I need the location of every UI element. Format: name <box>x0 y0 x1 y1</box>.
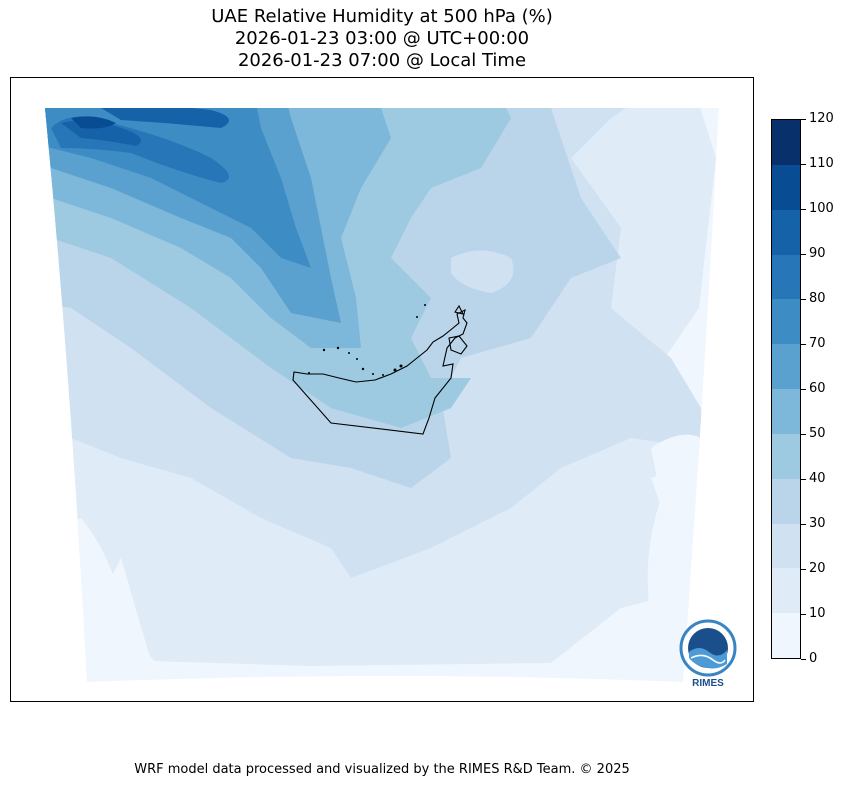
map-title: UAE Relative Humidity at 500 hPa (%) 202… <box>10 6 754 72</box>
colorbar-tick-label: 110 <box>809 156 834 171</box>
colorbar-tick-label: 90 <box>809 246 826 261</box>
colorbar-tick <box>801 298 806 300</box>
colorbar-tick <box>801 478 806 480</box>
colorbar-tick-label: 120 <box>809 111 834 126</box>
colorbar-segment <box>772 478 800 524</box>
colorbar-tick-label: 30 <box>809 516 826 531</box>
oman-exclave-boundary <box>448 304 468 355</box>
title-line-2: 2026-01-23 03:00 @ UTC+00:00 <box>234 28 530 49</box>
rimes-logo: RIMES <box>677 618 739 689</box>
colorbar-tick-label: 0 <box>809 651 818 666</box>
rh-band-100-110 <box>71 116 116 129</box>
colorbar-segment <box>772 299 800 345</box>
colorbar-tick-label: 70 <box>809 336 826 351</box>
colorbar-tick-label: 60 <box>809 381 826 396</box>
colorbar-segment <box>772 613 800 658</box>
colorbar-tick <box>801 118 806 120</box>
rh-band-90-100 <box>61 108 229 146</box>
colorbar-segment <box>772 389 800 434</box>
colorbar-segment <box>772 433 800 479</box>
colorbar-tick <box>801 388 806 390</box>
colorbar-tick-label: 50 <box>809 426 826 441</box>
colorbar-segment <box>772 254 800 300</box>
colorbar-segment <box>772 209 800 255</box>
colorbar-tick <box>801 613 806 615</box>
colorbar-tick <box>801 568 806 570</box>
humidity-map <box>45 108 719 682</box>
colorbar-tick-label: 100 <box>809 201 834 216</box>
colorbar-tick <box>801 163 806 165</box>
colorbar-tick <box>801 208 806 210</box>
rh-patch-north-east <box>451 250 514 293</box>
colorbar-tick-label: 80 <box>809 291 826 306</box>
rimes-logo-text: RIMES <box>692 678 724 688</box>
colorbar-tick <box>801 253 806 255</box>
colorbar-tick <box>801 343 806 345</box>
colorbar-segment <box>772 120 800 165</box>
colorbar-segment <box>772 164 800 210</box>
colorbar-segment <box>772 523 800 569</box>
uae-boundary <box>292 308 468 435</box>
colorbar-tick-label: 20 <box>809 561 826 576</box>
colorbar-tick-label: 10 <box>809 606 826 621</box>
colorbar-segment <box>772 344 800 389</box>
footer-credit: WRF model data processed and visualized … <box>134 762 630 777</box>
colorbar-tick <box>801 433 806 435</box>
title-line-1: UAE Relative Humidity at 500 hPa (%) <box>211 6 553 27</box>
coastal-islands <box>308 304 426 376</box>
colorbar-tick-label: 40 <box>809 471 826 486</box>
colorbar-segment <box>772 568 800 614</box>
colorbar-tick <box>801 523 806 525</box>
rh-patch-south-east <box>571 434 701 678</box>
colorbar <box>771 119 801 659</box>
map-panel <box>10 77 754 702</box>
colorbar-tick <box>801 658 806 660</box>
title-line-3: 2026-01-23 07:00 @ Local Time <box>237 50 527 71</box>
